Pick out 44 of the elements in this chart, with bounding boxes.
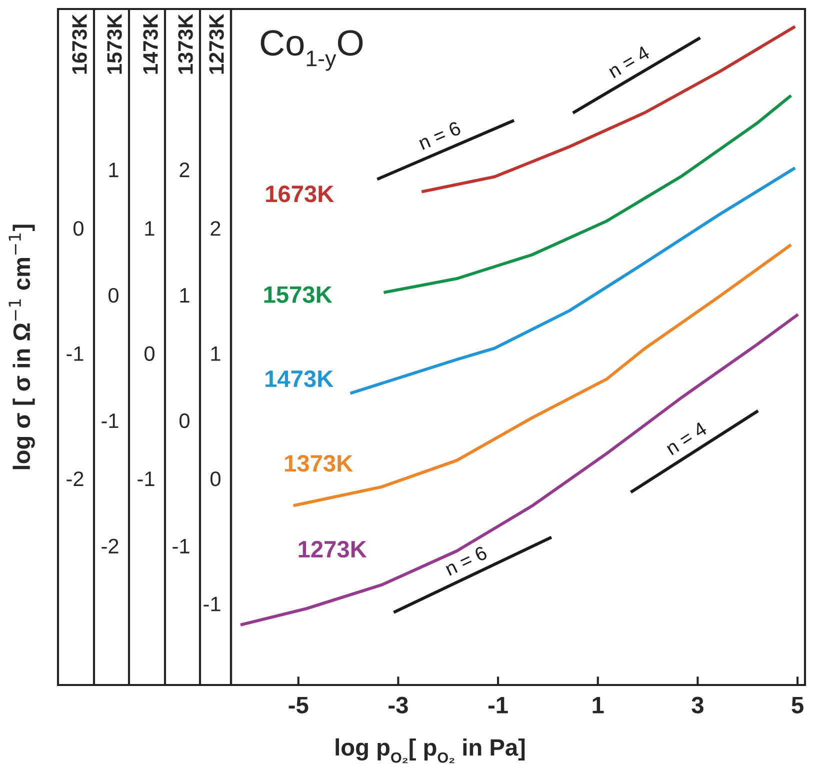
y-tick-label: 0	[74, 221, 84, 236]
y-tick-label: 0	[180, 413, 190, 428]
text: 1673K	[72, 14, 87, 74]
series-label: 1373K	[285, 454, 353, 472]
y-tick-label: 1	[180, 288, 190, 302]
x-tick-label: -3	[388, 696, 408, 714]
line-series	[348, 166, 797, 395]
x-tick-label: 3	[692, 696, 704, 714]
text: n = 4	[665, 421, 708, 456]
line-series	[238, 312, 800, 626]
text: 1473K	[143, 14, 158, 74]
y-tick-label: -2	[102, 538, 118, 554]
text: 1273K	[209, 14, 224, 74]
y-tick-label: 1	[109, 162, 118, 178]
y-tick-label: 0	[144, 346, 154, 362]
y-tick-label: 0	[210, 471, 220, 486]
x-tick-label: 1	[592, 696, 604, 714]
y-tick-label: -1	[66, 346, 84, 361]
text: n = 6	[418, 120, 462, 150]
y-tick-label: -2	[66, 471, 84, 486]
x-tick-label: -1	[488, 696, 508, 714]
y-axis-title: log σ [ σ in Ω$^{−1}$ cm$^{−1}$]	[8, 224, 35, 470]
x-tick-label: 5	[792, 696, 804, 714]
text: 1373K	[178, 14, 193, 74]
text: n = 6	[444, 546, 488, 576]
annotation: Co1-yO	[260, 30, 363, 71]
text: 1573K	[107, 14, 122, 74]
y-tick-label: 2	[180, 162, 190, 178]
text: 1573K	[264, 286, 332, 303]
y-tick-label: 0	[108, 288, 118, 303]
series-label: 1473K	[266, 370, 334, 388]
text: n = 4	[608, 45, 650, 78]
line-series	[382, 94, 793, 294]
y-tick-label: 2	[210, 221, 220, 236]
text: 1673K	[266, 186, 334, 202]
y-tick-label: -1	[172, 539, 190, 554]
x-tick-label: -5	[288, 696, 308, 714]
y-tick-label: 1	[145, 221, 154, 236]
y-tick-label: -1	[102, 414, 118, 428]
y-tick-label: -1	[138, 472, 154, 486]
series-label: 1273K	[298, 540, 367, 558]
line-series	[420, 24, 797, 194]
y-tick-label: -1	[204, 596, 220, 612]
y-tick-label: 1	[211, 346, 220, 361]
